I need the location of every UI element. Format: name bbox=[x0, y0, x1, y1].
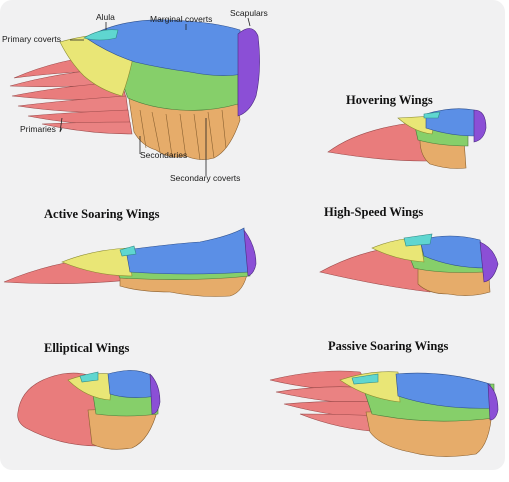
label-secondaries: Secondaries bbox=[140, 150, 187, 160]
label-marginal-coverts: Marginal coverts bbox=[150, 14, 212, 24]
active-soaring-wing bbox=[3, 227, 257, 297]
anatomy-marginal-coverts bbox=[85, 19, 243, 76]
title-high-speed-wings: High-Speed Wings bbox=[324, 205, 423, 219]
hovering-wing bbox=[327, 108, 487, 169]
elliptical-wing bbox=[17, 370, 161, 450]
label-primaries: Primaries bbox=[20, 124, 56, 134]
title-elliptical-wings: Elliptical Wings bbox=[44, 341, 129, 355]
high-speed-wing bbox=[319, 233, 499, 296]
primaries-leader bbox=[59, 117, 63, 133]
wing-diagram: Alula Marginal coverts Scapulars Primary… bbox=[2, 8, 499, 457]
title-passive-soaring-wings: Passive Soaring Wings bbox=[328, 339, 449, 353]
label-scapulars: Scapulars bbox=[230, 8, 268, 18]
title-hovering-wings: Hovering Wings bbox=[346, 93, 433, 107]
passive-soaring-wing bbox=[269, 370, 499, 457]
label-primary-coverts: Primary coverts bbox=[2, 34, 61, 44]
label-secondary-coverts: Secondary coverts bbox=[170, 173, 240, 183]
scapulars-leader bbox=[247, 17, 251, 27]
anatomy-alula bbox=[83, 29, 119, 41]
anatomy-wing bbox=[9, 19, 260, 161]
wing-diagram-card: Alula Marginal coverts Scapulars Primary… bbox=[0, 0, 505, 470]
anatomy-scapulars bbox=[237, 28, 260, 117]
title-active-soaring-wings: Active Soaring Wings bbox=[44, 207, 160, 221]
label-alula: Alula bbox=[96, 12, 115, 22]
